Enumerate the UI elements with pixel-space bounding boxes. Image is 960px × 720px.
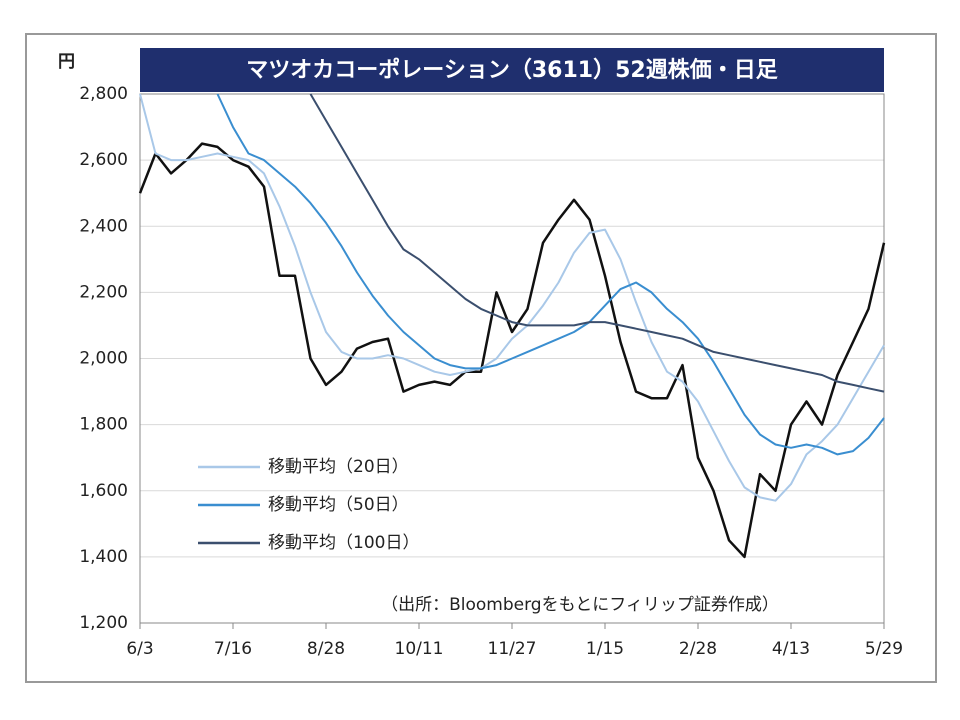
y-tick-label: 2,200 [79,282,128,302]
series-line [309,93,885,393]
series-line [138,142,886,559]
x-tick-label: 4/13 [772,639,810,659]
x-tick-label: 8/28 [307,639,345,659]
x-tick-label: 7/16 [214,639,252,659]
y-tick-label: 1,200 [79,613,128,633]
x-tick-label: 11/27 [488,639,537,659]
series-line [216,93,885,456]
y-tick-label: 1,400 [79,547,128,567]
y-unit: 円 [58,52,75,72]
chart-title: マツオカコーポレーション（3611）52週株価・日足 [246,57,777,83]
legend-label: 移動平均（20日） [268,457,409,477]
y-tick-label: 2,400 [79,216,128,236]
legend-label: 移動平均（100日） [268,533,419,553]
x-tick-label: 5/29 [865,639,903,659]
y-tick-label: 2,600 [79,150,128,170]
x-tick-label: 2/28 [679,639,717,659]
legend-label: 移動平均（50日） [268,495,409,515]
frame [25,33,937,683]
y-tick-label: 1,600 [79,481,128,501]
x-tick-label: 10/11 [395,639,444,659]
x-tick-label: 6/3 [126,639,153,659]
title-bar [140,48,884,92]
x-tick-label: 1/15 [586,639,624,659]
y-tick-label: 2,000 [79,349,128,369]
source-note: （出所：Bloombergをもとにフィリップ証券作成） [381,595,779,615]
series-line [139,93,885,502]
y-tick-label: 1,800 [79,415,128,435]
y-tick-label: 2,800 [79,84,128,104]
